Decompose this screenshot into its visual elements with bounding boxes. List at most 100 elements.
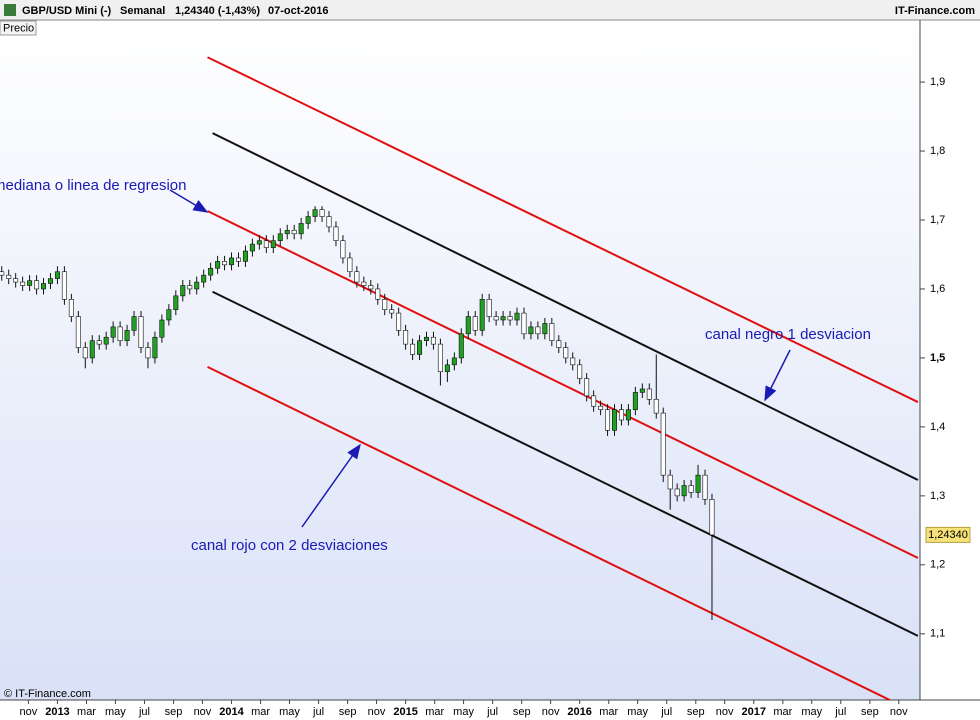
channel-line — [212, 290, 919, 637]
x-tick-label: jul — [138, 706, 150, 718]
candle-body — [333, 226, 339, 241]
candle-body — [479, 299, 485, 331]
x-tick-label: 2013 — [45, 706, 69, 718]
candle-body — [591, 395, 597, 407]
candle-body — [681, 485, 687, 497]
candle-body — [458, 333, 464, 359]
candle-body — [215, 261, 221, 269]
x-tick-label: sep — [861, 706, 879, 718]
y-tick-label: 1,3 — [930, 490, 945, 502]
channel-line — [212, 132, 919, 481]
x-tick-label: sep — [513, 706, 531, 718]
candle-body — [403, 330, 409, 345]
candle-body — [166, 309, 172, 321]
x-tick-label: nov — [716, 706, 734, 718]
x-tick-label: may — [279, 706, 300, 718]
y-tick-label: 1,4 — [930, 421, 945, 433]
candle-body — [354, 271, 360, 283]
x-tick-label: nov — [194, 706, 212, 718]
candle-body — [667, 474, 673, 490]
quote: 1,24340 (-1,43%) — [175, 5, 260, 17]
candle-body — [444, 364, 450, 373]
x-tick-label: jul — [486, 706, 498, 718]
candle-body — [521, 312, 527, 335]
candle-body — [674, 488, 680, 497]
candle-body — [688, 485, 694, 493]
brand: IT-Finance.com — [895, 5, 975, 17]
x-axis-area — [0, 700, 980, 720]
candle-body — [68, 299, 74, 317]
x-tick-label: sep — [165, 706, 183, 718]
candle-body — [61, 271, 67, 300]
candle-body — [702, 474, 708, 500]
x-tick-label: may — [627, 706, 648, 718]
candle-body — [396, 312, 402, 331]
y-tick-label: 1,8 — [930, 145, 945, 157]
candle-body — [542, 323, 548, 335]
candle-body — [263, 240, 269, 248]
y-tick-label: 1,6 — [930, 283, 945, 295]
y-tick-label: 1,2 — [930, 559, 945, 571]
candle-body — [277, 233, 283, 241]
header-icon — [4, 4, 16, 16]
channel-line — [207, 56, 919, 403]
candle-body — [75, 316, 81, 348]
panel-label-box — [0, 20, 37, 36]
copyright: © IT-Finance.com — [4, 688, 91, 700]
x-tick-label: 2016 — [567, 706, 591, 718]
candle-body — [472, 316, 478, 331]
candle-body — [145, 347, 151, 359]
candle-body — [173, 295, 179, 310]
candle-body — [89, 340, 95, 359]
x-tick-label: 2014 — [219, 706, 244, 718]
candle-body — [6, 274, 12, 279]
x-tick-label: sep — [687, 706, 705, 718]
candle-body — [82, 347, 88, 359]
candle-body — [312, 209, 318, 217]
candle-body — [584, 378, 590, 397]
x-tick-label: mar — [425, 706, 444, 718]
period: Semanal — [120, 5, 165, 17]
x-tick-label: sep — [339, 706, 357, 718]
x-tick-label: nov — [19, 706, 37, 718]
candle-body — [368, 285, 374, 290]
x-tick-label: mar — [77, 706, 96, 718]
candle-body — [270, 240, 276, 248]
plot — [0, 56, 919, 700]
y-axis-area — [920, 20, 980, 700]
candle-body — [528, 326, 534, 335]
x-tick-label: mar — [251, 706, 270, 718]
x-tick-label: may — [801, 706, 822, 718]
candle-body — [256, 240, 262, 245]
candle-body — [340, 240, 346, 259]
candle-body — [138, 316, 144, 348]
candle-body — [660, 412, 666, 476]
candle-body — [347, 257, 353, 273]
candle-body — [417, 340, 423, 355]
x-tick-label: jul — [834, 706, 846, 718]
symbol: GBP/USD Mini (-) — [22, 5, 112, 17]
x-tick-label: nov — [542, 706, 560, 718]
candle-body — [124, 330, 130, 341]
arrow — [764, 349, 791, 402]
candle-body — [451, 357, 457, 366]
candle-body — [194, 281, 200, 290]
candle-body — [563, 347, 569, 359]
candle-body — [222, 261, 228, 266]
candle-body — [117, 326, 123, 341]
candle-body — [375, 288, 381, 300]
candle-body — [96, 340, 102, 345]
candle-body — [201, 274, 207, 283]
candle-body — [326, 216, 332, 228]
candle-body — [319, 209, 325, 217]
candle-body — [577, 364, 583, 379]
x-tick-label: may — [105, 706, 126, 718]
candle-body — [465, 316, 471, 335]
candle-body — [437, 343, 443, 373]
candle-body — [187, 285, 193, 290]
candle-body — [695, 474, 701, 493]
candle-body — [152, 336, 158, 359]
candle-body — [493, 316, 499, 321]
candle-body — [570, 357, 576, 366]
